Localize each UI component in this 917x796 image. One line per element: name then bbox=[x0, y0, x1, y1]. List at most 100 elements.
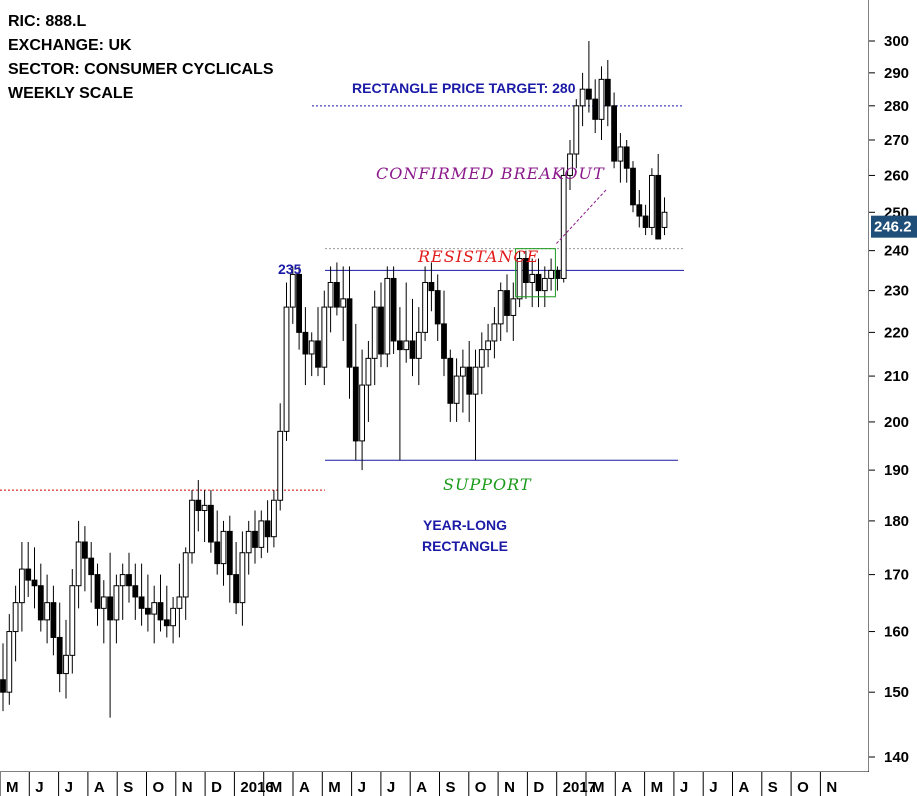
candle-body-down bbox=[434, 290, 441, 325]
candle-body-down bbox=[352, 366, 359, 442]
candle bbox=[233, 542, 239, 615]
candle-body-up bbox=[384, 277, 391, 355]
confirmed-breakout-label: CONFIRMED BREAKOUT bbox=[376, 164, 605, 183]
candle bbox=[441, 290, 447, 377]
candle-body-down bbox=[195, 499, 202, 512]
candle bbox=[604, 59, 611, 127]
candle bbox=[334, 262, 340, 316]
candle-body-down bbox=[604, 78, 611, 107]
candle-body-up bbox=[491, 323, 498, 342]
candle-body-down bbox=[50, 602, 57, 638]
candle-body-up bbox=[598, 78, 605, 120]
candle bbox=[138, 563, 145, 626]
candle bbox=[100, 580, 107, 644]
candle-body-down bbox=[592, 98, 599, 120]
y-tick-label: 210 bbox=[884, 368, 909, 385]
candle-body-up bbox=[176, 596, 183, 609]
candle bbox=[649, 168, 655, 236]
candle-body-down bbox=[441, 323, 447, 359]
candle-body-up bbox=[403, 340, 410, 351]
candle-body-up bbox=[617, 146, 624, 162]
y-tick-label: 160 bbox=[884, 624, 909, 641]
x-tick-label: J bbox=[35, 779, 43, 796]
candle-body-down bbox=[523, 257, 529, 283]
x-tick-label: M bbox=[270, 779, 283, 796]
candle-body-up bbox=[113, 585, 120, 621]
candle-body-up bbox=[69, 585, 76, 656]
candle bbox=[598, 66, 605, 140]
x-tick-label: A bbox=[416, 779, 427, 796]
x-tick-label: N bbox=[826, 779, 837, 796]
candle-body-up bbox=[12, 602, 19, 633]
resistance-value-label: 235 bbox=[278, 261, 302, 277]
candle bbox=[151, 585, 158, 644]
candle-body-up bbox=[289, 273, 296, 308]
candle-body-down bbox=[163, 619, 170, 627]
x-tick-label: J bbox=[387, 779, 395, 796]
scale-label: WEEKLY SCALE bbox=[8, 85, 134, 102]
y-tick-label: 230 bbox=[884, 283, 909, 300]
x-tick-label: D bbox=[211, 779, 222, 796]
x-tick-label: N bbox=[504, 779, 515, 796]
candle-body-down bbox=[334, 281, 340, 308]
x-tick-label: J bbox=[680, 779, 688, 796]
candle-body-up bbox=[472, 366, 479, 395]
x-tick-label: D bbox=[533, 779, 544, 796]
candle bbox=[573, 99, 580, 169]
candle bbox=[560, 168, 567, 283]
candle-body-down bbox=[535, 273, 542, 292]
x-tick-label: O bbox=[153, 779, 165, 796]
candle bbox=[75, 520, 82, 609]
candle-body-down bbox=[611, 105, 618, 162]
candle-body-down bbox=[132, 585, 139, 598]
x-tick-label: J bbox=[65, 779, 73, 796]
candle bbox=[466, 340, 473, 422]
candle bbox=[548, 258, 555, 291]
candle-body-down bbox=[56, 636, 63, 675]
x-tick-label: A bbox=[621, 779, 632, 796]
candle-body-up bbox=[340, 298, 347, 308]
candle bbox=[264, 500, 271, 553]
candle-body-up bbox=[579, 88, 586, 107]
candle-body-up bbox=[478, 349, 485, 368]
candle bbox=[214, 510, 221, 575]
candle bbox=[271, 490, 277, 548]
candle bbox=[315, 307, 321, 377]
candle-body-down bbox=[447, 357, 454, 404]
candle bbox=[107, 552, 113, 718]
candle bbox=[283, 282, 290, 441]
breakout-pointer-line bbox=[555, 189, 607, 246]
candle bbox=[428, 262, 435, 312]
y-tick-label: 240 bbox=[884, 243, 909, 260]
candle bbox=[25, 542, 32, 597]
candle-body-down bbox=[397, 340, 403, 351]
candle-body-up bbox=[119, 574, 126, 587]
candle-body-down bbox=[157, 602, 164, 621]
candle bbox=[352, 323, 359, 461]
candle-body-up bbox=[6, 631, 13, 693]
last-price-value: 246.2 bbox=[874, 219, 912, 236]
candle bbox=[252, 510, 258, 564]
candle-body-down bbox=[296, 273, 303, 333]
candle-body-down bbox=[94, 574, 101, 609]
candle-body-down bbox=[214, 541, 221, 565]
candle bbox=[31, 547, 38, 609]
candle-body-up bbox=[321, 306, 328, 368]
candle bbox=[422, 266, 429, 341]
candle-body-up bbox=[516, 257, 523, 300]
candle bbox=[510, 282, 517, 341]
candle bbox=[642, 204, 649, 236]
candle-body-down bbox=[630, 167, 636, 206]
candle bbox=[163, 585, 170, 638]
candle bbox=[44, 574, 51, 644]
x-tick-label: A bbox=[94, 779, 105, 796]
candle bbox=[434, 274, 441, 341]
candle-body-down bbox=[636, 204, 643, 217]
candle bbox=[56, 602, 63, 693]
candle-body-down bbox=[252, 530, 258, 548]
candle bbox=[460, 349, 466, 413]
candle-body-up bbox=[170, 607, 176, 627]
candle-body-up bbox=[189, 499, 195, 554]
y-tick-label: 280 bbox=[884, 98, 909, 115]
